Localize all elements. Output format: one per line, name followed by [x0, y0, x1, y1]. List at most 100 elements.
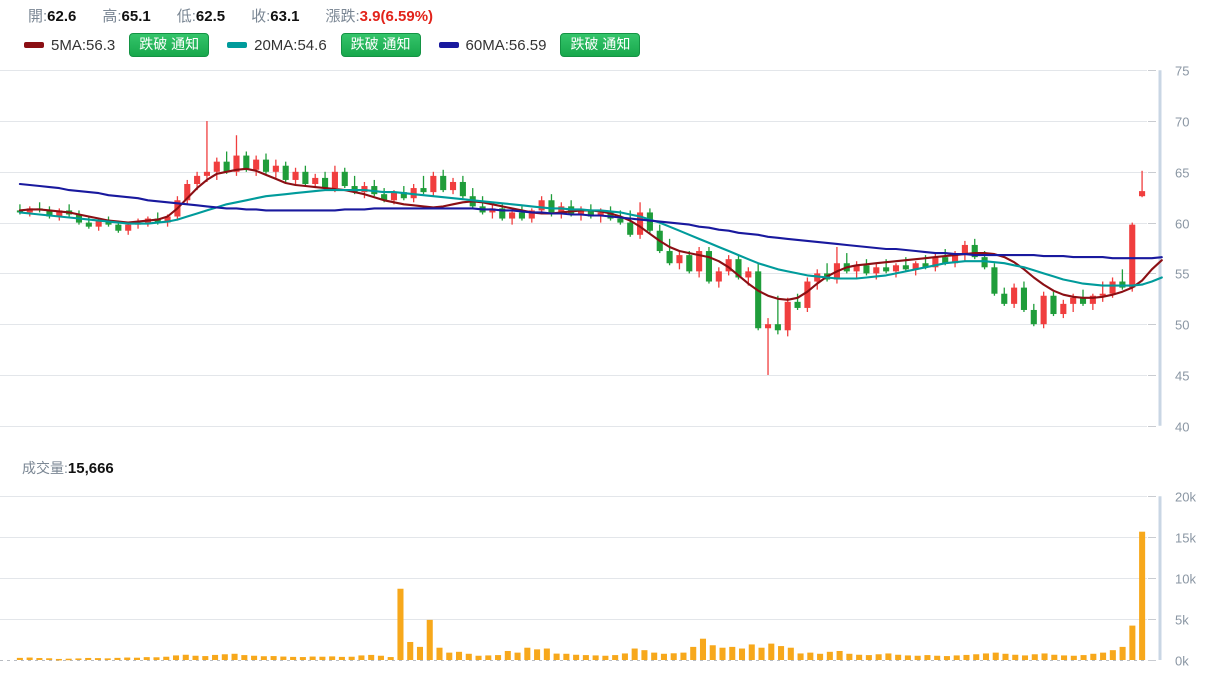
candle-body — [794, 301, 801, 308]
candle-body — [804, 281, 811, 308]
volume-bar — [856, 654, 863, 660]
volume-bar — [807, 652, 814, 660]
quote-change: 漲跌:3.9(6.59%) — [326, 5, 434, 26]
candle-body — [1040, 295, 1047, 325]
quote-item-0: 開:62.6 — [28, 5, 76, 26]
volume-bar — [504, 650, 511, 660]
candle-body — [203, 171, 210, 176]
volume-bar — [270, 656, 277, 660]
ma-legend-row: 5MA:56.3 跌破 通知 20MA:54.6 跌破 通知 60MA:56.59 跌破 … — [0, 30, 1215, 60]
volume-bar — [241, 655, 248, 660]
volume-bar — [485, 655, 492, 660]
volume-title-value: 15,666 — [67, 460, 114, 477]
volume-bar — [992, 652, 999, 660]
volume-bar — [729, 646, 736, 660]
volume-bar — [202, 656, 209, 660]
quote-item-value: 62.5 — [195, 7, 226, 25]
candle-body — [253, 159, 260, 170]
candle-body — [1001, 293, 1008, 304]
candle-body — [272, 165, 279, 172]
volume-bar — [963, 654, 970, 660]
volume-bar — [426, 619, 433, 660]
price-axis-label: 75 — [1175, 64, 1189, 79]
candle-body — [282, 165, 289, 180]
volume-bar — [1119, 646, 1126, 660]
candle-body — [696, 251, 703, 272]
price-axis-label: 45 — [1175, 369, 1189, 384]
volume-bar — [26, 657, 33, 660]
volume-bar — [1070, 655, 1077, 660]
volume-bar — [407, 641, 414, 660]
candle-body — [223, 161, 230, 172]
volume-bar — [377, 655, 384, 660]
volume-bar — [358, 655, 365, 660]
ma20-label: 20MA:54.6 — [254, 36, 327, 54]
candle-body — [243, 155, 250, 170]
candle-body — [184, 184, 191, 201]
quote-item-label: 收: — [251, 7, 271, 25]
candle-body — [322, 177, 329, 189]
price-axis-label: 55 — [1175, 267, 1189, 282]
volume-bar — [163, 656, 170, 660]
candle-body — [499, 208, 506, 219]
candle-body — [125, 224, 132, 231]
quote-item-label: 開: — [28, 7, 48, 25]
volume-bar — [153, 657, 160, 660]
volume-bar — [1002, 653, 1009, 660]
volume-bar — [1090, 653, 1097, 660]
volume-bar — [114, 657, 121, 660]
alert-button-ma60[interactable]: 跌破 通知 — [560, 33, 641, 57]
candle-body — [46, 210, 53, 217]
volume-bar — [348, 656, 355, 660]
candle-body — [725, 259, 732, 272]
alert-button-ma20[interactable]: 跌破 通知 — [340, 33, 421, 57]
ma-line-60MA — [18, 182, 1163, 260]
volume-bar — [924, 655, 931, 660]
quote-item-1: 高:65.1 — [102, 5, 150, 26]
volume-bar — [192, 655, 199, 660]
candle-body — [400, 192, 407, 199]
candle-body — [961, 244, 968, 256]
legend-item-ma60: 60MA:56.59 — [438, 37, 546, 54]
volume-bar — [182, 654, 189, 660]
candle-body — [164, 216, 171, 223]
volume-bar — [592, 655, 599, 660]
quote-item-3: 收:63.1 — [251, 5, 299, 26]
candle-body — [686, 255, 693, 272]
candle-body — [1070, 297, 1077, 304]
candle-body — [312, 177, 319, 185]
candle-body — [1060, 303, 1067, 315]
candle-body — [538, 200, 545, 211]
ma5-label: 5MA:56.3 — [51, 36, 116, 54]
candle-body — [932, 257, 939, 268]
candle-body — [764, 324, 772, 329]
candle-body — [262, 159, 270, 172]
candle-body — [1020, 287, 1028, 310]
volume-bar — [660, 653, 667, 660]
volume-title-label: 成交量: — [22, 460, 68, 476]
volume-bar — [436, 647, 443, 660]
candle-body — [637, 212, 644, 235]
candle-body — [1109, 281, 1116, 294]
candle-body — [853, 265, 860, 272]
volume-bar — [865, 655, 872, 660]
volume-bar — [738, 648, 746, 660]
volume-bar — [534, 649, 541, 660]
volume-bar — [543, 648, 550, 660]
volume-bar — [387, 657, 394, 660]
candle-body — [233, 155, 240, 172]
candle-body — [1050, 295, 1057, 315]
volume-bar — [104, 658, 111, 660]
volume-bar — [768, 643, 775, 660]
volume-bar — [455, 651, 463, 660]
volume-bar — [329, 656, 336, 660]
volume-bar — [36, 658, 43, 660]
candle-body — [1099, 293, 1106, 296]
volume-axis-label: 20k — [1175, 490, 1196, 505]
volume-bar — [621, 653, 628, 660]
candle-body — [1011, 287, 1018, 304]
volume-bar — [85, 657, 92, 660]
alert-button-ma5[interactable]: 跌破 通知 — [129, 33, 210, 57]
volume-bar — [680, 652, 687, 660]
ma60-color-swatch-icon — [438, 42, 459, 48]
